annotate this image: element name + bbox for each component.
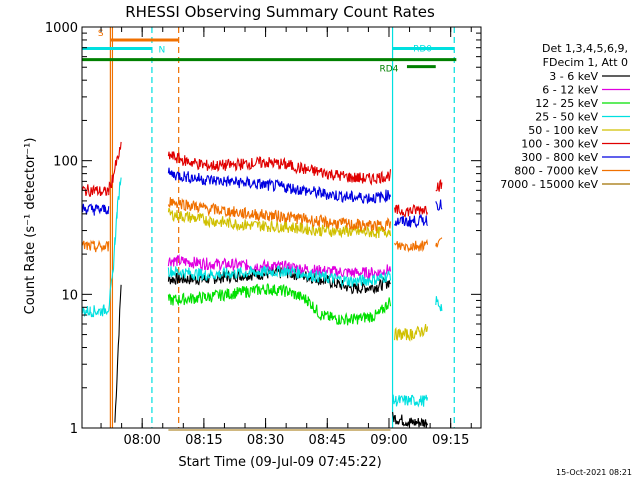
- series-line: [392, 394, 429, 408]
- series-line: [167, 282, 392, 326]
- series-line: [167, 265, 392, 288]
- series-line: [114, 284, 122, 423]
- x-axis-label: Start Time (09-Jul-09 07:45:22): [178, 455, 381, 470]
- series-line: [394, 238, 429, 253]
- timestamp: 15-Oct-2021 08:21: [556, 468, 632, 477]
- x-tick-label: 09:00: [370, 433, 407, 448]
- legend-header: Det 1,3,4,5,6,9,: [542, 42, 628, 55]
- x-tick-label: 08:45: [309, 433, 346, 448]
- series-line: [435, 237, 443, 248]
- series-line: [394, 204, 429, 218]
- series-line: [108, 141, 122, 196]
- series-line: [81, 203, 110, 216]
- flag-label: S: [98, 29, 104, 39]
- series-line: [167, 197, 392, 232]
- y-tick-label: 1: [70, 422, 78, 437]
- legend-entry-label: 50 - 100 keV: [528, 124, 598, 137]
- series-line: [392, 411, 429, 428]
- series-line: [108, 177, 122, 312]
- y-tick-label: 10: [61, 288, 78, 303]
- x-tick-label: 08:30: [247, 433, 284, 448]
- series-line: [394, 324, 429, 342]
- series-line: [81, 239, 110, 253]
- y-axis-label: Count Rate (s⁻¹ detector⁻¹): [23, 138, 38, 315]
- y-tick-label: 1000: [45, 21, 78, 36]
- legend-entry-label: 100 - 300 keV: [521, 138, 598, 151]
- x-tick-label: 08:00: [123, 433, 160, 448]
- legend-header: FDecim 1, Att 0: [543, 56, 628, 69]
- legend-entry-label: 300 - 800 keV: [521, 151, 598, 164]
- series-line: [81, 184, 110, 197]
- axes: 1 10 100 1000 08:00 08:15 08:30 08:45 09:00 09:15: [45, 21, 482, 448]
- y-tick-label: 100: [53, 155, 78, 170]
- legend-entry-label: 6 - 12 keV: [542, 84, 598, 97]
- x-tick-label: 09:15: [432, 433, 469, 448]
- series-line: [394, 214, 428, 229]
- series-line: [435, 178, 443, 192]
- x-tick-label: 08:15: [185, 433, 222, 448]
- legend: Det 1,3,4,5,6,9,FDecim 1, Att 03 - 6 keV…: [500, 42, 630, 191]
- flag-label: RD0: [413, 45, 432, 55]
- plot-frame: [81, 26, 482, 429]
- legend-entry-label: 7000 - 15000 keV: [500, 178, 598, 191]
- legend-entry-label: 25 - 50 keV: [535, 111, 598, 124]
- legend-entry-label: 12 - 25 keV: [535, 97, 598, 110]
- series-line: [167, 151, 392, 186]
- flag-label: RD4: [379, 65, 398, 75]
- flag-label: N: [159, 46, 166, 56]
- flag-bars: S N RD0 RD4: [82, 27, 457, 428]
- series-line: [167, 167, 392, 205]
- legend-entry-label: 3 - 6 keV: [549, 70, 598, 83]
- chart-title: RHESSI Observing Summary Count Rates: [125, 3, 435, 21]
- legend-entry-label: 800 - 7000 keV: [514, 165, 598, 178]
- series-lines: [81, 141, 443, 431]
- series-line: [81, 304, 110, 318]
- series-line: [435, 199, 443, 211]
- series-line: [435, 296, 443, 312]
